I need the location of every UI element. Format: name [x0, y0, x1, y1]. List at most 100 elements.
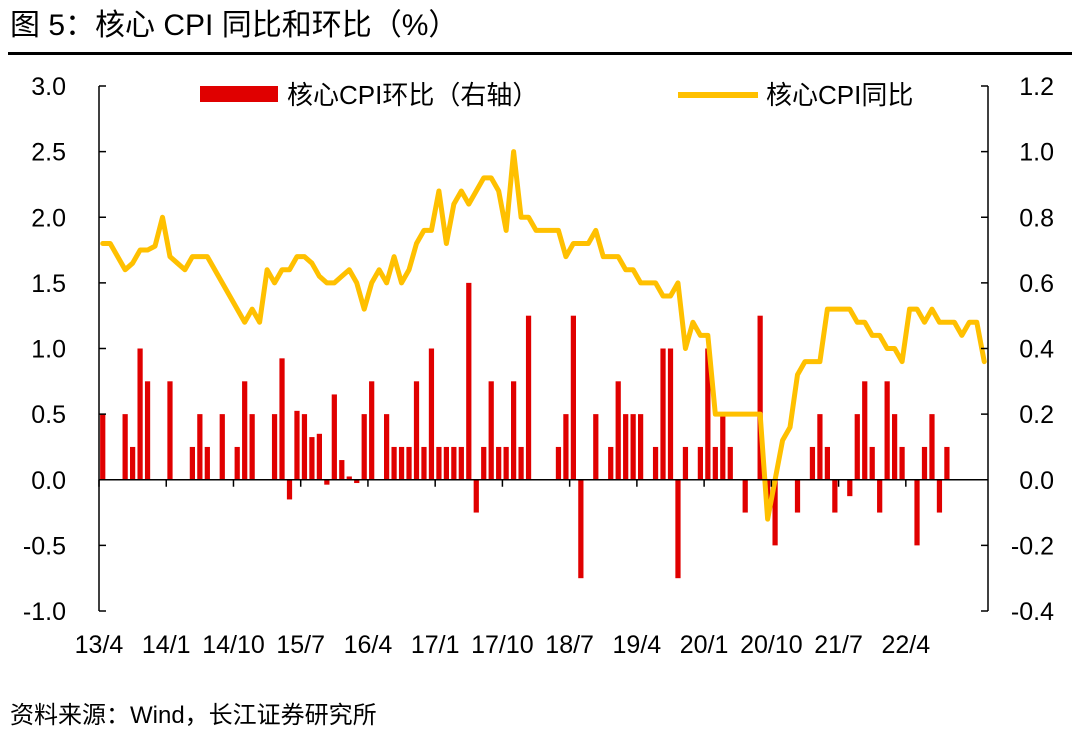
mom-bar — [242, 381, 248, 480]
mom-bar — [346, 476, 352, 480]
mom-bar — [899, 446, 905, 480]
mom-bar — [503, 446, 509, 480]
mom-bar — [488, 381, 494, 480]
mom-bar — [892, 414, 898, 480]
cpi-chart: 3.0 2.5 2.0 1.5 1.0 0.5 0.0 -0.5 -1.0 1.2 1.0 0.8 0.… — [23, 73, 1054, 659]
left-tick-label: -0.5 — [23, 532, 66, 560]
mom-bar — [630, 414, 636, 480]
mom-bar — [682, 446, 689, 480]
mom-bar — [615, 381, 621, 480]
mom-bar — [809, 446, 816, 480]
mom-bar — [705, 348, 711, 480]
mom-bar — [824, 446, 830, 480]
right-tick-label: 0.2 — [1019, 401, 1054, 429]
mom-bar — [697, 446, 703, 480]
mom-bar — [652, 446, 659, 480]
x-tick-label: 19/4 — [613, 631, 662, 659]
mom-bar — [884, 381, 890, 480]
left-tick-label: 2.5 — [31, 139, 66, 167]
mom-bars — [100, 282, 950, 579]
mom-bar — [294, 410, 300, 480]
mom-bar — [712, 446, 718, 480]
right-tick-label: 0.6 — [1019, 270, 1054, 298]
mom-bar — [354, 479, 360, 484]
left-tick-label: 3.0 — [31, 73, 66, 101]
mom-bar — [428, 348, 435, 480]
x-tick-label: 21/7 — [814, 631, 863, 659]
mom-bar — [130, 446, 136, 480]
yoy-line — [100, 149, 987, 522]
x-tick-label: 17/10 — [471, 631, 534, 659]
mom-bar — [518, 446, 524, 480]
mom-bar — [451, 446, 457, 480]
mom-bar — [608, 446, 614, 480]
mom-bar — [481, 446, 487, 480]
mom-bar — [921, 446, 928, 480]
mom-bar — [660, 348, 666, 480]
mom-bar — [578, 479, 584, 579]
mom-bar — [638, 414, 644, 480]
source-note: 资料来源：Wind，长江证券研究所 — [10, 702, 377, 729]
mom-bar — [720, 414, 726, 480]
right-tick-label: 0.8 — [1019, 204, 1054, 232]
yoy-series-line — [100, 149, 987, 522]
mom-bar — [794, 479, 801, 513]
mom-bar — [391, 446, 397, 480]
mom-bar — [667, 348, 674, 480]
mom-bar — [742, 479, 748, 513]
mom-bar — [623, 414, 629, 480]
mom-bar — [570, 315, 576, 480]
mom-bar — [443, 446, 449, 480]
mom-bar — [936, 479, 943, 513]
legend-bar-label: 核心CPI环比（右轴） — [287, 80, 538, 110]
title-rule — [8, 52, 1072, 55]
mom-bar — [219, 414, 225, 480]
mom-bar — [406, 446, 412, 480]
x-tick-label: 22/4 — [881, 631, 930, 659]
x-tick-label: 16/4 — [344, 631, 393, 659]
mom-bar — [339, 460, 345, 480]
mom-bar — [466, 282, 472, 480]
mom-bar — [862, 381, 868, 480]
x-tick-label: 13/4 — [75, 631, 124, 659]
mom-bar — [324, 479, 330, 485]
mom-bar — [421, 446, 427, 480]
mom-bar — [301, 414, 308, 480]
mom-bar — [309, 437, 315, 480]
mom-bar — [436, 446, 442, 480]
mom-bar — [914, 479, 920, 546]
mom-bar — [361, 414, 367, 480]
mom-bar — [167, 381, 173, 480]
mom-bar — [675, 479, 681, 579]
mom-bar — [877, 479, 883, 513]
mom-bar — [847, 479, 853, 497]
left-tick-label: 1.0 — [31, 336, 66, 364]
mom-bar — [100, 414, 106, 480]
mom-bar — [122, 414, 128, 480]
mom-bar — [234, 446, 240, 480]
left-tick-label: 2.0 — [31, 204, 66, 232]
right-tick-label: -0.4 — [1011, 598, 1054, 626]
mom-bar — [249, 414, 255, 480]
right-tick-label: 1.0 — [1019, 139, 1054, 167]
mom-bar — [413, 381, 420, 480]
mom-bar — [473, 479, 479, 513]
mom-bar — [271, 414, 278, 480]
mom-bar — [944, 446, 950, 480]
mom-bar — [772, 479, 778, 546]
x-tick-label: 14/1 — [142, 631, 191, 659]
mom-bar — [511, 381, 517, 480]
left-tick-label: 0.0 — [31, 467, 66, 495]
mom-bar — [727, 446, 733, 480]
mom-bar — [929, 414, 935, 480]
mom-bar — [832, 479, 838, 513]
right-tick-label: 1.2 — [1019, 73, 1054, 101]
x-tick-label: 20/10 — [740, 631, 803, 659]
right-tick-label: -0.2 — [1011, 532, 1054, 560]
right-tick-label: 0.4 — [1019, 336, 1054, 364]
x-tick-label: 20/1 — [680, 631, 729, 659]
legend: 核心CPI环比（右轴） 核心CPI同比 — [200, 80, 913, 110]
mom-bar — [384, 414, 390, 480]
x-tick-label: 18/7 — [545, 631, 594, 659]
mom-bar — [817, 414, 823, 480]
